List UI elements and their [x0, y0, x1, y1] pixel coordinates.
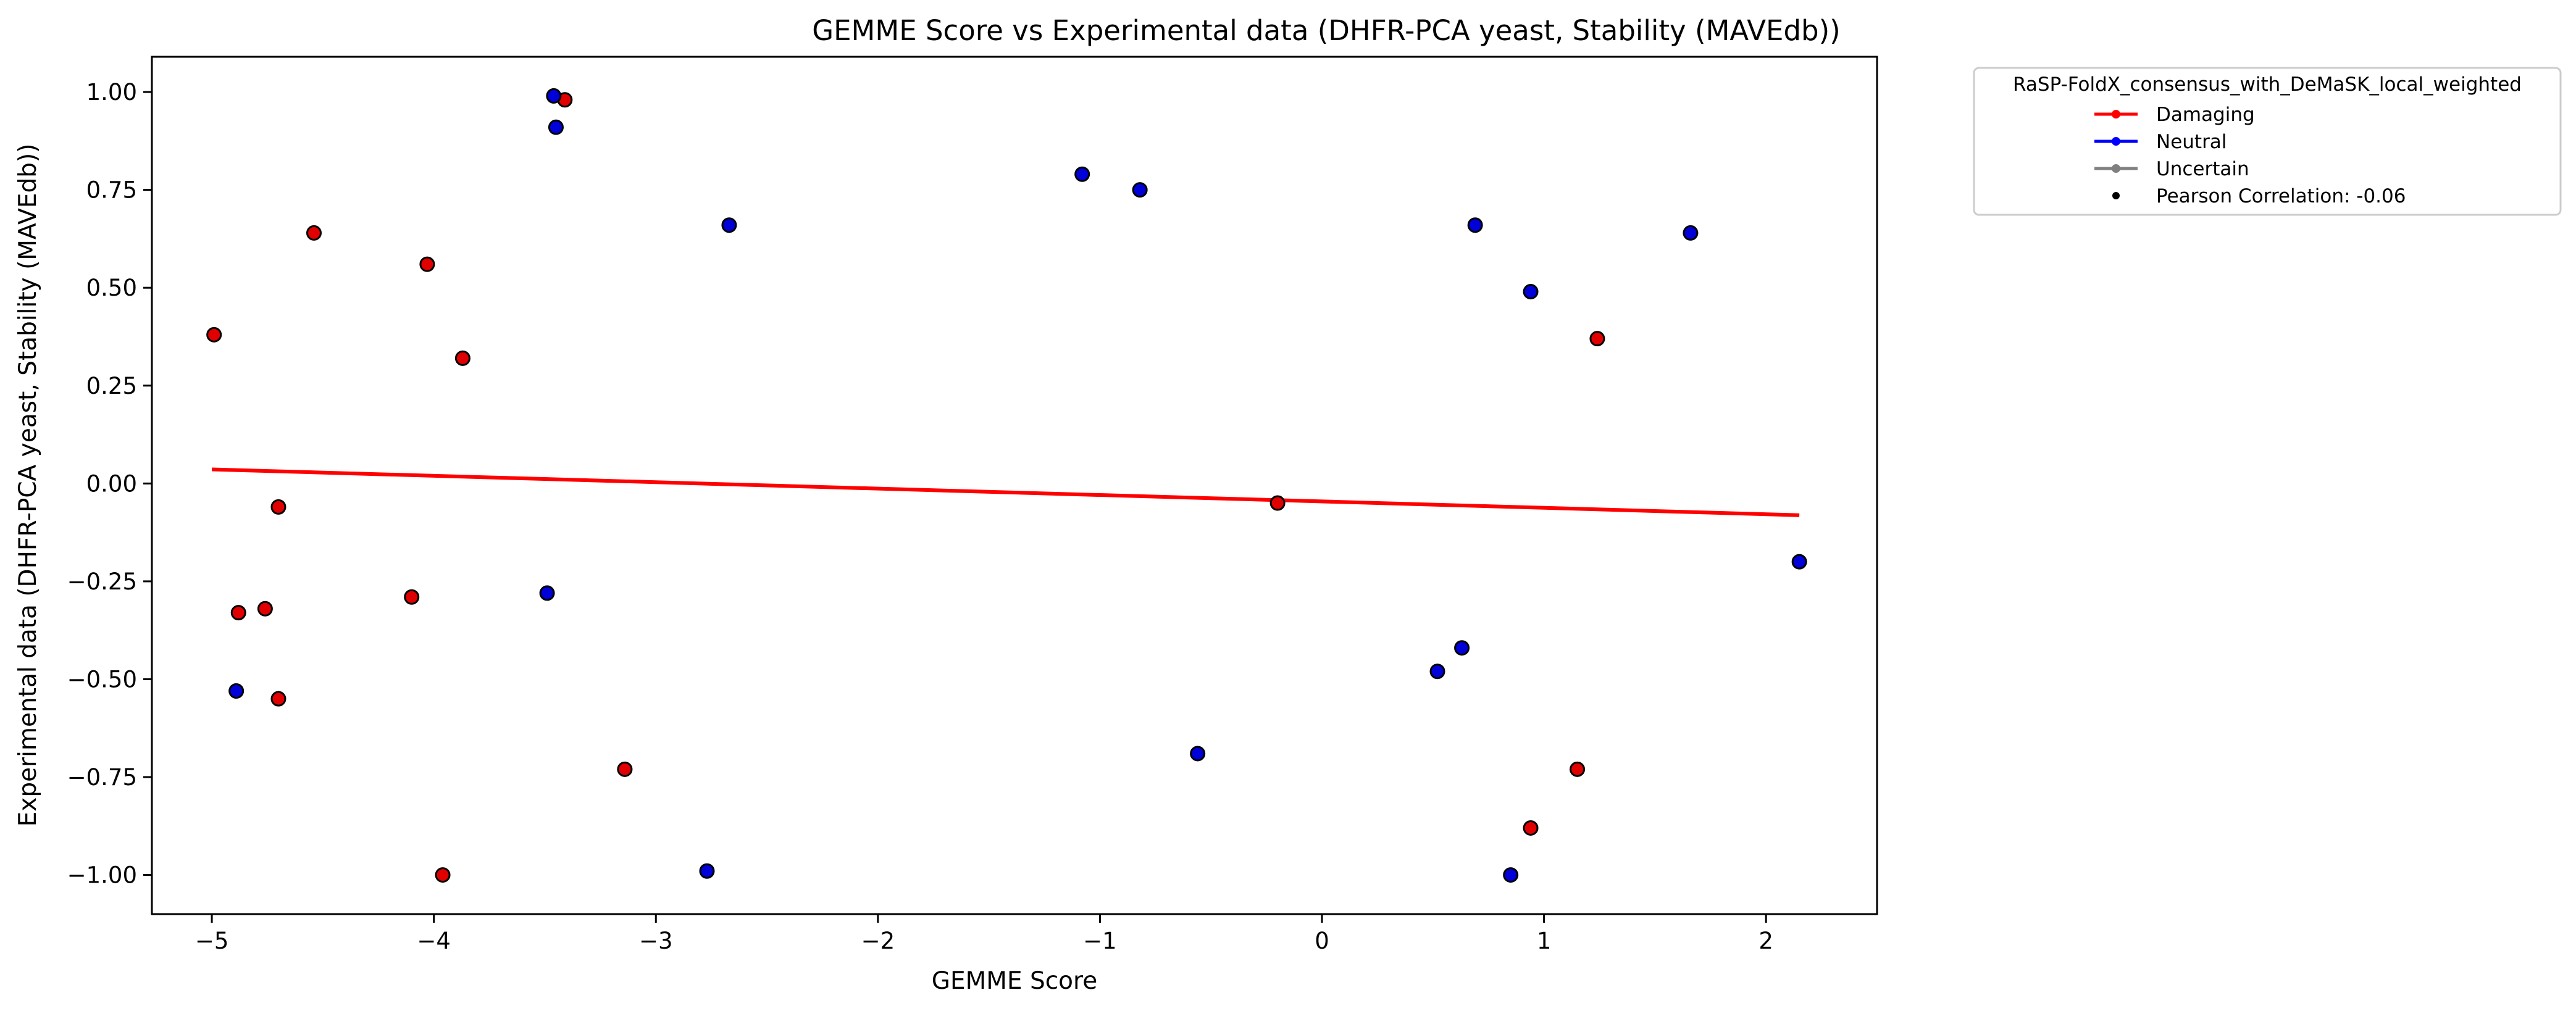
point-neutral — [548, 119, 564, 135]
legend-frame — [1973, 67, 2562, 216]
point-neutral — [1429, 664, 1445, 680]
trendline — [212, 467, 1800, 517]
legend-title: RaSP-FoldX_consensus_with_DeMaSK_local_w… — [2013, 73, 2522, 96]
x-tick-label: −1 — [1083, 928, 1117, 954]
legend-item-neutral: Neutral — [2094, 131, 2227, 153]
point-neutral — [228, 683, 245, 699]
legend: RaSP-FoldX_consensus_with_DeMaSK_local_w… — [1973, 67, 2562, 216]
point-damaging — [270, 691, 286, 707]
plot-area — [151, 56, 1878, 915]
point-neutral — [1683, 225, 1699, 241]
point-neutral — [1074, 166, 1090, 182]
y-tick-label: −0.50 — [67, 666, 137, 693]
point-damaging — [435, 867, 451, 883]
points-layer — [206, 88, 1807, 883]
legend-label-pearson: Pearson Correlation: -0.06 — [2156, 185, 2406, 207]
y-tick-label: 1.00 — [86, 79, 137, 106]
point-damaging — [257, 601, 273, 617]
legend-item-damaging: Damaging — [2094, 104, 2255, 126]
point-damaging — [617, 761, 633, 777]
point-damaging — [419, 256, 435, 272]
point-neutral — [699, 863, 715, 879]
point-neutral — [1523, 284, 1539, 300]
x-tick-label: 2 — [1758, 928, 1773, 954]
y-tick-label: −1.00 — [67, 862, 137, 889]
point-damaging — [1523, 820, 1539, 836]
y-tick-label: −0.25 — [67, 568, 137, 595]
x-axis: −5 −4 −3 −2 −1 0 1 2 — [195, 914, 1773, 954]
point-neutral — [1791, 554, 1807, 570]
point-neutral — [721, 217, 737, 233]
legend-dot-uncertain — [2112, 164, 2120, 173]
point-damaging — [1269, 495, 1286, 511]
legend-item-pearson: Pearson Correlation: -0.06 — [2112, 185, 2406, 207]
x-tick-label: −2 — [861, 928, 895, 954]
x-tick-label: −5 — [195, 928, 229, 954]
y-axis-label: Experimental data (DHFR-PCA yeast, Stabi… — [14, 144, 42, 827]
point-neutral — [539, 585, 555, 601]
point-neutral — [1132, 182, 1148, 198]
y-tick-label: 0.75 — [86, 177, 137, 204]
legend-dot-neutral — [2112, 137, 2120, 146]
x-tick-label: −3 — [639, 928, 673, 954]
legend-label-uncertain: Uncertain — [2156, 158, 2249, 180]
chart-title: GEMME Score vs Experimental data (DHFR-P… — [812, 14, 1840, 47]
legend-dot-damaging — [2112, 110, 2120, 119]
legend-dot-pearson — [2112, 192, 2120, 199]
x-tick-label: 0 — [1315, 928, 1329, 954]
trendline-layer — [212, 467, 1800, 517]
x-axis-label: GEMME Score — [932, 967, 1097, 995]
point-damaging — [1570, 761, 1586, 777]
legend-item-uncertain: Uncertain — [2094, 158, 2249, 180]
legend-label-neutral: Neutral — [2156, 131, 2227, 153]
point-neutral — [1503, 867, 1519, 883]
point-damaging — [404, 589, 420, 605]
point-damaging — [270, 499, 286, 515]
plot-frame — [151, 56, 1878, 915]
point-neutral — [546, 88, 562, 104]
y-tick-label: 0.25 — [86, 373, 137, 399]
point-damaging — [206, 327, 222, 343]
y-tick-label: 0.00 — [86, 470, 137, 497]
point-neutral — [1190, 746, 1206, 762]
point-neutral — [1454, 640, 1470, 656]
point-damaging — [306, 225, 322, 241]
y-axis: 1.00 0.75 0.50 0.25 0.00 −0.25 −0.50 −0.75 −1.00 — [67, 79, 152, 889]
x-tick-label: −4 — [417, 928, 451, 954]
y-tick-label: 0.50 — [86, 275, 137, 301]
y-tick-label: −0.75 — [67, 764, 137, 791]
legend-label-damaging: Damaging — [2156, 104, 2255, 126]
point-damaging — [454, 350, 470, 366]
x-tick-label: 1 — [1537, 928, 1552, 954]
point-damaging — [1589, 331, 1605, 347]
point-damaging — [230, 605, 246, 621]
point-neutral — [1467, 217, 1483, 233]
